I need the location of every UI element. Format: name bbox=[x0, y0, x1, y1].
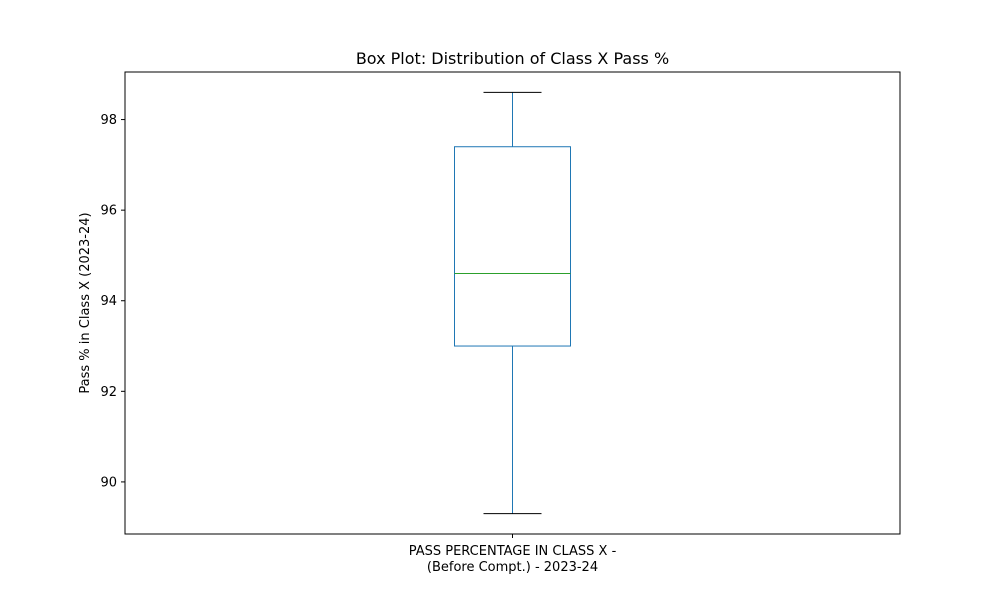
y-tick-label: 92 bbox=[100, 385, 117, 400]
y-tick-label: 94 bbox=[100, 294, 117, 309]
x-axis-ticks: PASS PERCENTAGE IN CLASS X -(Before Comp… bbox=[409, 534, 617, 575]
y-tick-label: 90 bbox=[100, 475, 117, 490]
plot-area-frame bbox=[124, 71, 901, 535]
x-tick-label: PASS PERCENTAGE IN CLASS X - bbox=[409, 544, 617, 559]
interquartile-box bbox=[454, 146, 571, 347]
chart-title: Box Plot: Distribution of Class X Pass % bbox=[356, 49, 669, 68]
y-tick-label: 98 bbox=[100, 113, 117, 128]
y-axis-ticks: 90 92 94 96 98 bbox=[100, 113, 125, 490]
x-tick-label: (Before Compt.) - 2023-24 bbox=[427, 560, 598, 575]
y-axis-label: Pass % in Class X (2023-24) bbox=[78, 212, 93, 393]
y-tick-label: 96 bbox=[100, 204, 117, 219]
box-series bbox=[454, 91, 571, 515]
